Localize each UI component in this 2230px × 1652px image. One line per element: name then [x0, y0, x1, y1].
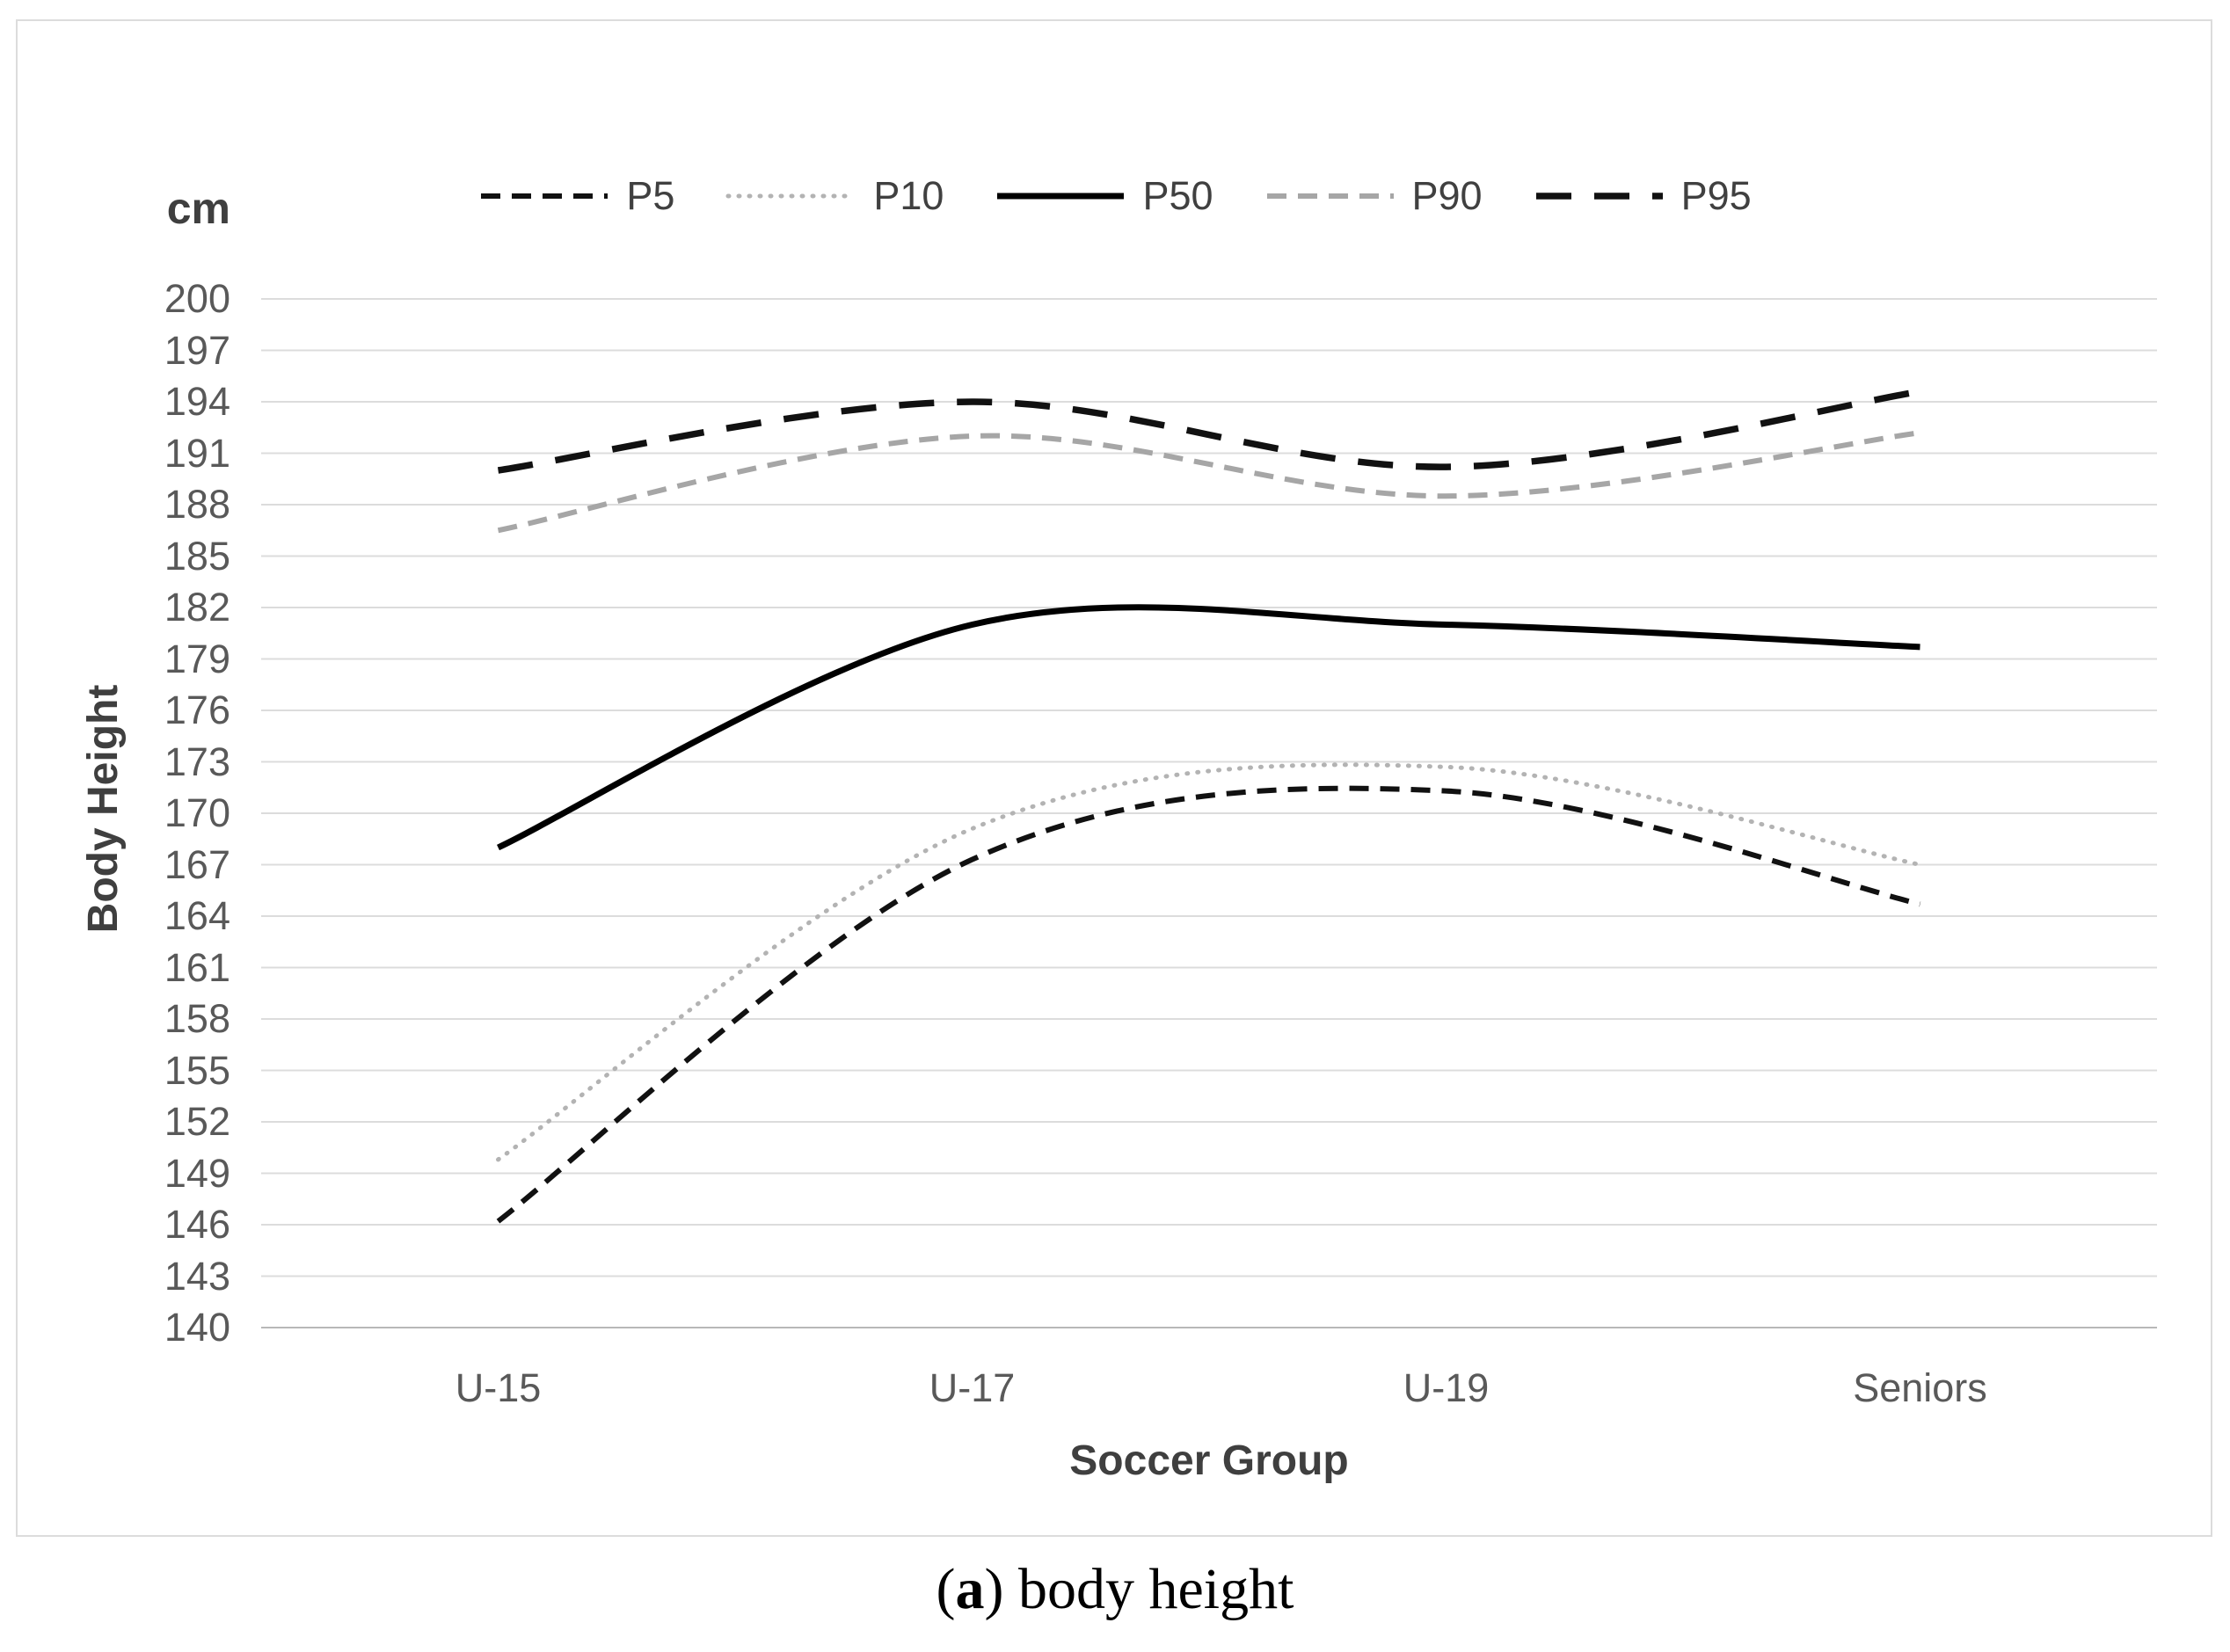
y-tick-label: 152	[164, 1099, 230, 1144]
y-tick-label: 182	[164, 585, 230, 630]
y-tick-label: 194	[164, 379, 230, 424]
caption-prefix: (	[936, 1557, 956, 1621]
series-line-P50	[497, 604, 1920, 851]
y-tick-label: 146	[164, 1202, 230, 1247]
x-axis-title: Soccer Group	[1069, 1437, 1349, 1484]
figure-caption: (a) body height	[0, 1557, 2230, 1622]
legend-item-P10: P10	[725, 176, 944, 215]
caption-rest: ) body height	[984, 1557, 1294, 1621]
y-tick-label: 176	[164, 688, 230, 732]
x-category-label: U-19	[1403, 1365, 1490, 1410]
series-line-P95	[497, 388, 1921, 474]
y-tick-label: 155	[164, 1047, 230, 1093]
series-line-P5	[496, 785, 1921, 1224]
y-tick-label: 143	[164, 1253, 230, 1299]
caption-letter: a	[955, 1557, 985, 1621]
legend-item-P50: P50	[995, 176, 1213, 215]
y-tick-label: 179	[164, 636, 230, 681]
y-tick-label: 188	[164, 482, 230, 527]
x-category-label: Seniors	[1853, 1365, 1987, 1410]
y-tick-label: 158	[164, 996, 230, 1041]
legend-label: P90	[1411, 173, 1483, 218]
y-tick-label: 140	[164, 1305, 230, 1350]
legend-item-P95: P95	[1534, 176, 1752, 215]
series-line-P10	[496, 762, 1922, 1162]
y-tick-label: 191	[164, 430, 230, 476]
y-axis-unit-label: cm	[166, 184, 230, 233]
chart-frame	[16, 19, 2212, 1537]
y-tick-label: 200	[164, 276, 230, 321]
y-tick-label: 197	[164, 327, 230, 373]
y-tick-label: 167	[164, 841, 230, 887]
legend-swatch-P50	[997, 193, 1125, 199]
legend-label: P10	[873, 173, 944, 218]
legend-swatch-P10	[725, 193, 857, 198]
legend-label: P50	[1142, 173, 1213, 218]
y-tick-label: 185	[164, 533, 230, 579]
legend-item-P5: P5	[478, 176, 674, 215]
legend-label: P95	[1680, 173, 1752, 218]
legend-swatch-P90	[1266, 193, 1394, 199]
y-tick-label: 149	[164, 1150, 230, 1196]
legend-item-P90: P90	[1264, 176, 1483, 215]
y-tick-label: 161	[164, 944, 230, 990]
y-tick-label: 173	[164, 739, 230, 784]
legend-swatch-P95	[1535, 192, 1663, 200]
legend: P5 P10 P50 P90 P95	[0, 176, 2230, 215]
y-tick-label: 170	[164, 790, 230, 835]
series-line-P90	[497, 430, 1920, 534]
legend-label: P5	[626, 173, 675, 218]
legend-swatch-P5	[481, 193, 609, 199]
x-category-label: U-15	[455, 1365, 542, 1410]
y-tick-label: 164	[164, 893, 230, 938]
x-category-label: U-17	[929, 1365, 1016, 1410]
